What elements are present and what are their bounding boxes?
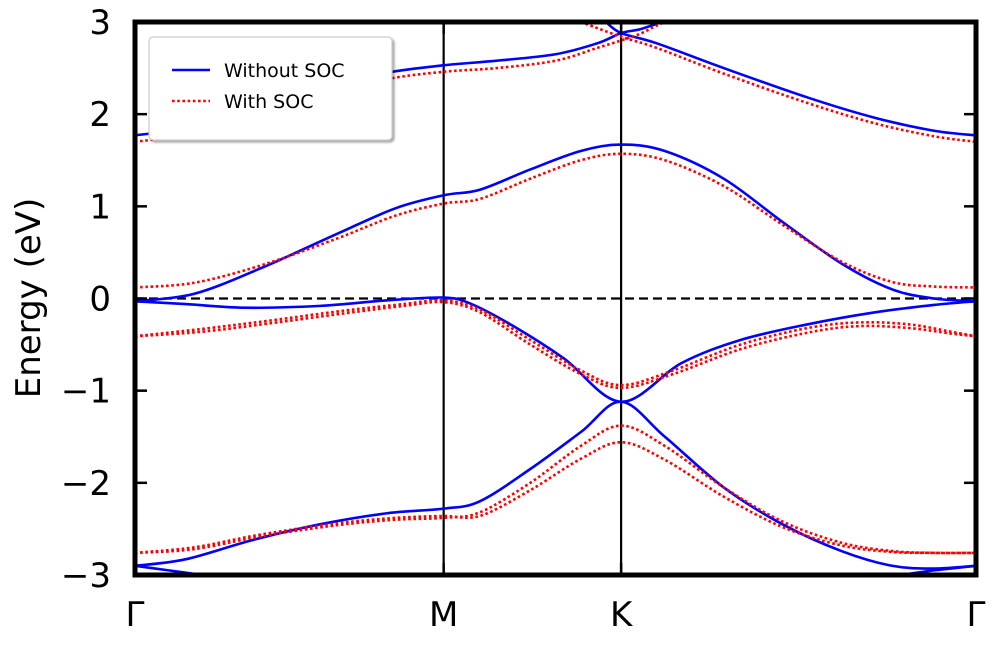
y-tick-label: −1 — [61, 372, 111, 412]
band-without-soc — [605, 22, 976, 137]
legend: Without SOC With SOC — [148, 36, 393, 141]
x-tick-label: M — [429, 595, 458, 635]
x-tick-label: Γ — [126, 595, 145, 635]
x-tick-label: K — [610, 595, 634, 635]
y-axis-ticks: −3 −2 −1 0 1 2 3 — [61, 3, 976, 596]
legend-box — [148, 36, 393, 141]
y-tick-label: 0 — [89, 280, 111, 320]
band-with-soc — [135, 440, 976, 555]
band-with-soc — [135, 300, 976, 390]
band-with-soc — [135, 298, 976, 387]
band-with-soc — [135, 424, 976, 555]
y-axis-label: Energy (eV) — [9, 198, 49, 399]
band-with-soc — [135, 152, 976, 289]
y-tick-label: 2 — [89, 95, 111, 135]
band-without-soc — [135, 143, 976, 303]
legend-label: Without SOC — [224, 60, 345, 82]
band-without-soc — [135, 296, 976, 404]
band-without-soc — [135, 400, 976, 570]
band-with-soc — [580, 22, 976, 144]
y-tick-label: 1 — [89, 187, 111, 227]
y-tick-label: −3 — [61, 556, 111, 596]
legend-label: With SOC — [224, 91, 313, 113]
y-tick-label: 3 — [89, 3, 111, 43]
y-tick-label: −2 — [61, 464, 111, 504]
x-tick-label: Γ — [967, 595, 986, 635]
